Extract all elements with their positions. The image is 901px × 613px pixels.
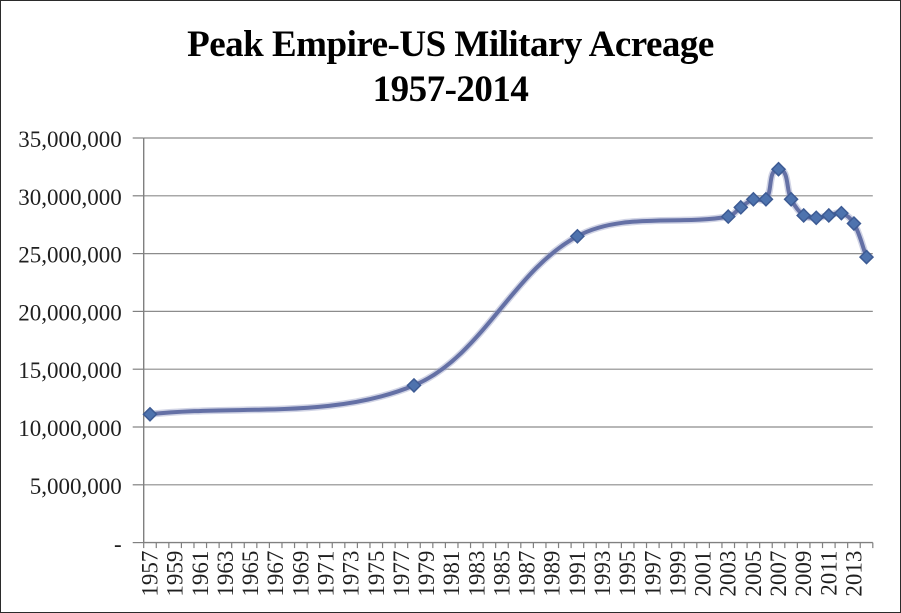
series-line-halo [146, 165, 871, 418]
data-point-marker [569, 228, 585, 244]
y-axis-label: 25,000,000 [18, 243, 122, 268]
x-axis-label: 1983 [464, 551, 489, 597]
data-point-marker [720, 209, 736, 225]
x-axis-label: 2011 [816, 551, 841, 596]
series-line [147, 167, 869, 417]
data-point-marker [733, 199, 749, 215]
x-axis-label: 1991 [565, 551, 590, 597]
x-axis-label: 1967 [263, 551, 288, 597]
x-axis-label: 1979 [414, 551, 439, 597]
data-point-marker [808, 210, 824, 226]
x-axis-label: 1993 [590, 551, 615, 597]
y-axis-label: 10,000,000 [18, 416, 122, 441]
x-axis-label: 1981 [439, 551, 464, 597]
x-axis-label: 1985 [489, 551, 514, 597]
x-axis-label: 1963 [213, 551, 238, 597]
chart-title: Peak Empire-US Military Acreage [187, 24, 714, 65]
x-axis-label: 2009 [791, 551, 816, 597]
y-axis-label: 5,000,000 [30, 474, 122, 499]
y-axis-label: 15,000,000 [18, 358, 122, 383]
x-axis-label: 2005 [741, 551, 766, 597]
x-axis-label: 1995 [615, 551, 640, 597]
x-axis-label: 1999 [665, 551, 690, 597]
x-axis-label: 1971 [313, 551, 338, 597]
data-point-marker [783, 191, 799, 207]
x-axis-label: 1989 [540, 551, 565, 597]
data-point-marker [745, 191, 761, 207]
data-point-marker [846, 215, 862, 232]
x-axis-label: 1961 [188, 551, 213, 597]
x-axis-label: 1977 [389, 551, 414, 597]
x-axis-label: 1965 [238, 551, 263, 597]
x-axis-label: 2003 [716, 551, 741, 597]
x-axis-label: 1987 [515, 551, 540, 597]
data-point-marker [406, 377, 422, 393]
x-axis-label: 1957 [137, 551, 162, 597]
x-axis-label: 2007 [766, 551, 791, 597]
x-axis-label: 2013 [841, 551, 866, 597]
data-point-marker [758, 191, 774, 207]
data-point-marker [821, 207, 837, 224]
x-axis-label: 1975 [364, 551, 389, 597]
y-axis-label: 30,000,000 [18, 185, 122, 210]
data-point-marker [858, 249, 875, 265]
y-axis-label: 35,000,000 [18, 127, 122, 152]
x-axis-label: 1969 [288, 551, 313, 597]
x-axis-label: 1973 [339, 551, 364, 597]
data-point-marker [142, 406, 158, 422]
data-point-marker [833, 205, 849, 221]
data-point-marker [796, 207, 812, 224]
chart-title-block: Peak Empire-US Military Acreage 1957-201… [1, 22, 900, 112]
x-axis-label: 2001 [691, 551, 716, 597]
x-axis-label: 1997 [640, 551, 665, 597]
x-axis-label: 1959 [163, 551, 188, 597]
chart-subtitle: 1957-2014 [372, 69, 529, 110]
y-axis-label: - [114, 532, 122, 557]
data-point-marker [770, 161, 787, 177]
y-axis-label: 20,000,000 [18, 300, 122, 325]
